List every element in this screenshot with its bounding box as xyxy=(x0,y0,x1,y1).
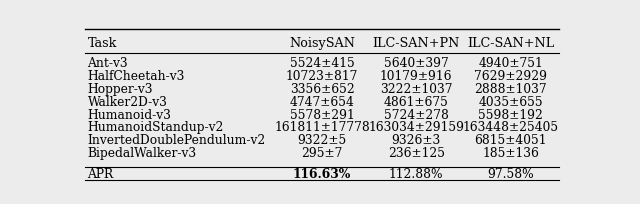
Text: 9322±5: 9322±5 xyxy=(298,134,347,147)
Text: Walker2D-v3: Walker2D-v3 xyxy=(88,95,167,108)
Text: 185±136: 185±136 xyxy=(482,147,539,160)
Text: 4747±654: 4747±654 xyxy=(290,95,355,108)
Text: 5724±278: 5724±278 xyxy=(384,108,449,121)
Text: 9326±3: 9326±3 xyxy=(392,134,441,147)
Text: APR: APR xyxy=(88,167,113,181)
Text: Hopper-v3: Hopper-v3 xyxy=(88,82,153,95)
Text: 5598±192: 5598±192 xyxy=(478,108,543,121)
Text: 5578±291: 5578±291 xyxy=(290,108,355,121)
Text: 236±125: 236±125 xyxy=(388,147,445,160)
Text: BipedalWalker-v3: BipedalWalker-v3 xyxy=(88,147,196,160)
Text: 3356±652: 3356±652 xyxy=(290,82,355,95)
Text: 161811±17778: 161811±17778 xyxy=(274,121,370,134)
Text: 7629±2929: 7629±2929 xyxy=(474,69,547,82)
Text: 112.88%: 112.88% xyxy=(389,167,444,181)
Text: 4861±675: 4861±675 xyxy=(384,95,449,108)
Text: 10723±817: 10723±817 xyxy=(286,69,358,82)
Text: ILC-SAN+PN: ILC-SAN+PN xyxy=(372,37,460,50)
Text: 5524±415: 5524±415 xyxy=(290,57,355,69)
Text: 295±7: 295±7 xyxy=(301,147,343,160)
Text: 4035±655: 4035±655 xyxy=(478,95,543,108)
Text: Task: Task xyxy=(88,37,117,50)
Text: 3222±1037: 3222±1037 xyxy=(380,82,452,95)
Text: 10179±916: 10179±916 xyxy=(380,69,452,82)
Text: 4940±751: 4940±751 xyxy=(478,57,543,69)
Text: 6815±4051: 6815±4051 xyxy=(474,134,547,147)
Text: Ant-v3: Ant-v3 xyxy=(88,57,128,69)
Text: ILC-SAN+NL: ILC-SAN+NL xyxy=(467,37,554,50)
Text: 163448±25405: 163448±25405 xyxy=(463,121,559,134)
Text: HumanoidStandup-v2: HumanoidStandup-v2 xyxy=(88,121,224,134)
Text: 116.63%: 116.63% xyxy=(293,167,351,181)
Text: InvertedDoublePendulum-v2: InvertedDoublePendulum-v2 xyxy=(88,134,266,147)
Text: Humanoid-v3: Humanoid-v3 xyxy=(88,108,172,121)
Text: 2888±1037: 2888±1037 xyxy=(474,82,547,95)
Text: 163034±29159: 163034±29159 xyxy=(368,121,464,134)
Text: 97.58%: 97.58% xyxy=(487,167,534,181)
Text: NoisySAN: NoisySAN xyxy=(289,37,355,50)
Text: HalfCheetah-v3: HalfCheetah-v3 xyxy=(88,69,185,82)
Text: 5640±397: 5640±397 xyxy=(384,57,449,69)
